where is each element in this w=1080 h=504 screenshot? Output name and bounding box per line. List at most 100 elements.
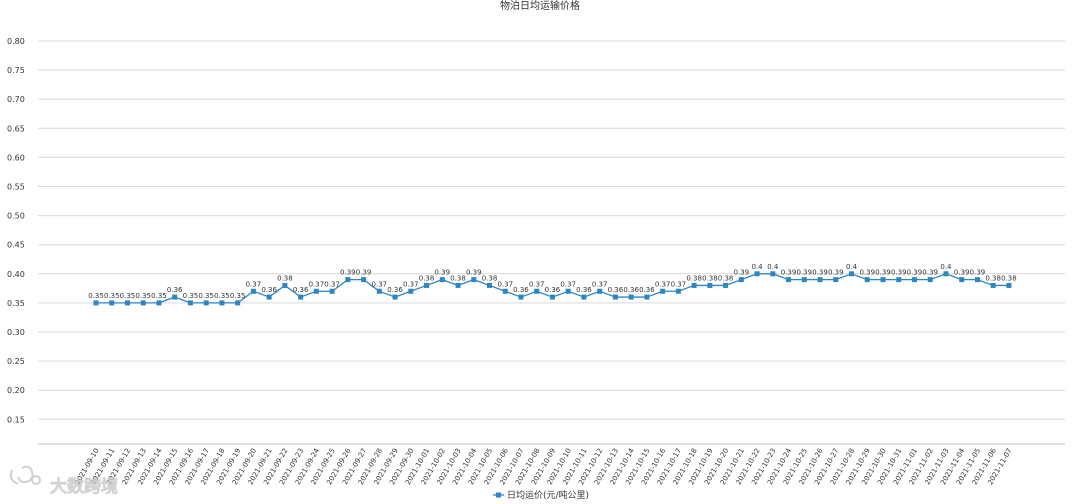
data-point — [455, 282, 461, 288]
data-label: 0.38 — [450, 274, 466, 282]
logo-mark-icon — [9, 465, 41, 485]
data-point — [581, 294, 587, 300]
series-points — [93, 271, 1012, 306]
watermark-text: 大数跨境 — [50, 476, 118, 497]
data-point — [597, 288, 603, 294]
data-point — [471, 277, 477, 283]
data-label: 0.39 — [356, 269, 372, 277]
data-label: 0.39 — [434, 269, 450, 277]
data-label: 0.37 — [309, 280, 325, 288]
data-point — [313, 288, 319, 294]
data-label: 0.35 — [230, 292, 246, 300]
data-point — [487, 282, 492, 288]
y-tick-label: 0.55 — [7, 183, 25, 192]
data-label: 0.37 — [403, 280, 419, 288]
data-label: 0.39 — [797, 269, 813, 277]
y-axis-ticks: 0.80 0.75 0.70 0.65 0.60 0.55 0.50 0.45 0.40 0.35… — [7, 37, 25, 424]
data-point — [392, 294, 398, 300]
data-label: 0.39 — [891, 269, 907, 277]
data-point — [266, 294, 272, 300]
data-label: 0.39 — [340, 269, 356, 277]
watermark: 大数跨境 — [9, 465, 118, 497]
data-label: 0.35 — [120, 292, 136, 300]
data-point — [707, 282, 713, 288]
data-point — [250, 288, 256, 294]
data-label: 0.35 — [135, 292, 151, 300]
data-point — [612, 294, 618, 300]
data-point — [959, 277, 965, 283]
data-point — [1006, 282, 1012, 288]
y-tick-label: 0.75 — [7, 66, 25, 75]
data-point — [927, 277, 933, 283]
data-label: 0.39 — [875, 269, 891, 277]
data-label: 0.36 — [387, 286, 403, 294]
data-point — [376, 288, 382, 294]
data-label: 0.39 — [907, 269, 923, 277]
data-label: 0.35 — [151, 292, 167, 300]
data-point — [644, 294, 650, 300]
data-point — [628, 294, 634, 300]
data-label: 0.39 — [954, 269, 970, 277]
y-tick-label: 0.35 — [7, 299, 25, 308]
y-tick-label: 0.65 — [7, 124, 25, 133]
data-point — [124, 300, 130, 306]
data-point — [502, 288, 508, 294]
data-label: 0.35 — [88, 292, 104, 300]
data-point — [187, 300, 193, 306]
data-point — [943, 271, 949, 277]
data-point — [549, 294, 555, 300]
data-label: 0.36 — [293, 286, 309, 294]
data-label: 0.36 — [623, 286, 639, 294]
data-point — [408, 288, 414, 294]
data-point — [439, 277, 445, 283]
data-point — [833, 277, 839, 283]
data-point — [345, 277, 351, 283]
data-label: 0.37 — [372, 280, 388, 288]
data-label: 0.37 — [560, 280, 576, 288]
data-point — [565, 288, 571, 294]
grid-lines — [38, 40, 1065, 420]
data-point — [282, 282, 288, 288]
data-point — [109, 300, 115, 306]
data-point — [691, 282, 697, 288]
data-label: 0.35 — [198, 292, 214, 300]
data-point — [675, 288, 681, 294]
data-label: 0.38 — [985, 274, 1001, 282]
legend-marker — [496, 492, 501, 498]
data-label: 0.37 — [529, 280, 545, 288]
data-label: 0.4 — [846, 263, 858, 271]
data-point — [864, 277, 870, 283]
data-label: 0.36 — [576, 286, 592, 294]
data-label: 0.36 — [513, 286, 529, 294]
data-point — [896, 277, 902, 283]
data-label: 0.4 — [767, 263, 779, 271]
data-point — [660, 288, 666, 294]
data-point — [974, 277, 980, 283]
data-label: 0.39 — [828, 269, 844, 277]
data-label: 0.38 — [1001, 274, 1017, 282]
y-tick-label: 0.20 — [7, 386, 25, 395]
y-tick-label: 0.40 — [7, 270, 25, 279]
data-point — [738, 277, 744, 283]
data-label: 0.37 — [592, 280, 608, 288]
data-point — [172, 294, 178, 300]
data-label: 0.36 — [639, 286, 655, 294]
y-tick-label: 0.70 — [7, 95, 25, 104]
data-point — [140, 300, 146, 306]
y-tick-label: 0.80 — [7, 37, 25, 46]
data-point — [990, 282, 996, 288]
y-tick-label: 0.45 — [7, 241, 25, 250]
data-labels: 0.35 0.35 0.35 0.35 0.350.360.35 0.35 0.35 0.35… — [88, 263, 1017, 300]
data-label: 0.35 — [104, 292, 120, 300]
data-label: 0.38 — [482, 274, 498, 282]
data-point — [329, 288, 335, 294]
data-label: 0.36 — [261, 286, 277, 294]
legend[interactable]: 日均运价(元/吨公里) — [493, 489, 589, 501]
chart-title: 物泊日均运输价格 — [500, 0, 580, 12]
data-point — [93, 300, 99, 306]
data-label: 0.4 — [752, 263, 764, 271]
data-point — [235, 300, 241, 306]
data-point — [801, 277, 807, 283]
y-tick-label: 0.15 — [7, 415, 25, 424]
data-label: 0.39 — [812, 269, 828, 277]
